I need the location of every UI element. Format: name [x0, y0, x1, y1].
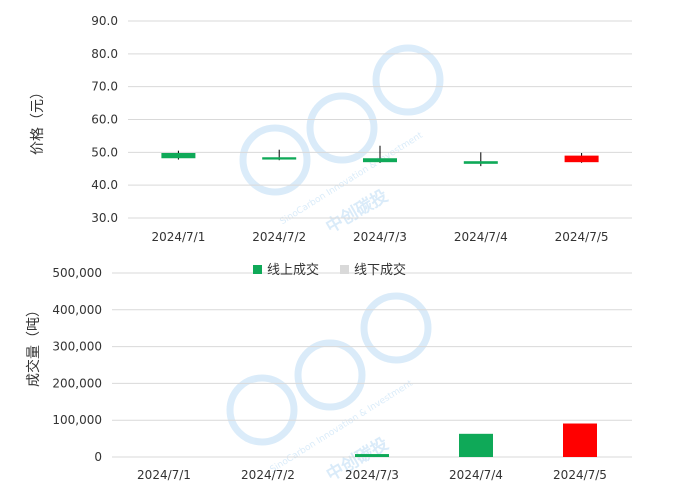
volume-tick-label: 0	[94, 450, 102, 464]
candle-body	[564, 155, 599, 163]
volume-bar-chart: 500,000 400,000 300,000 200,000 100,000 0 2024…	[52, 266, 632, 482]
legend: 线上成交 线下成交	[253, 262, 406, 278]
volume-axis-label: 成交量（吨）	[25, 303, 42, 387]
price-candlestick-chart: 90.0 80.0 70.0 60.0 50.0 40.0 30.0 2024/7/1 2024…	[91, 14, 632, 244]
price-axis-label: 价格（元）	[30, 85, 46, 155]
legend-label-online: 线上成交	[267, 262, 319, 278]
price-tick-label: 40.0	[91, 178, 118, 192]
volume-tick-label: 300,000	[52, 340, 102, 354]
volume-tick-label: 500,000	[52, 266, 102, 280]
legend-swatch-online	[253, 265, 262, 274]
price-category-label: 2024/7/3	[353, 230, 407, 244]
candle-body	[463, 161, 498, 164]
legend-label-offline: 线下成交	[354, 262, 406, 278]
volume-category-label: 2024/7/5	[553, 468, 607, 482]
volume-tick-label: 100,000	[52, 413, 102, 427]
volume-bar	[459, 433, 493, 457]
price-category-label: 2024/7/5	[555, 230, 609, 244]
candle-body	[262, 157, 297, 160]
candle-body	[363, 158, 397, 163]
volume-bar	[563, 423, 597, 457]
legend-swatch-offline	[340, 265, 349, 274]
volume-category-label: 2024/7/1	[137, 468, 191, 482]
price-tick-label: 60.0	[91, 113, 118, 127]
price-tick-label: 80.0	[91, 47, 118, 61]
watermark-top: 中创碳投 SinoCarbon Innovation & Investment	[239, 44, 444, 238]
volume-category-label: 2024/7/2	[241, 468, 295, 482]
candle-body	[161, 152, 196, 159]
price-tick-label: 90.0	[91, 14, 118, 28]
volume-category-label: 2024/7/4	[449, 468, 503, 482]
price-category-label: 2024/7/1	[151, 230, 205, 244]
price-category-label: 2024/7/4	[454, 230, 508, 244]
price-tick-label: 70.0	[91, 80, 118, 94]
volume-tick-label: 400,000	[52, 303, 102, 317]
price-category-label: 2024/7/2	[252, 230, 306, 244]
price-tick-label: 50.0	[91, 145, 118, 159]
volume-tick-label: 200,000	[52, 376, 102, 390]
volume-category-label: 2024/7/3	[345, 468, 399, 482]
price-tick-label: 30.0	[91, 211, 118, 225]
volume-bar	[355, 454, 389, 457]
